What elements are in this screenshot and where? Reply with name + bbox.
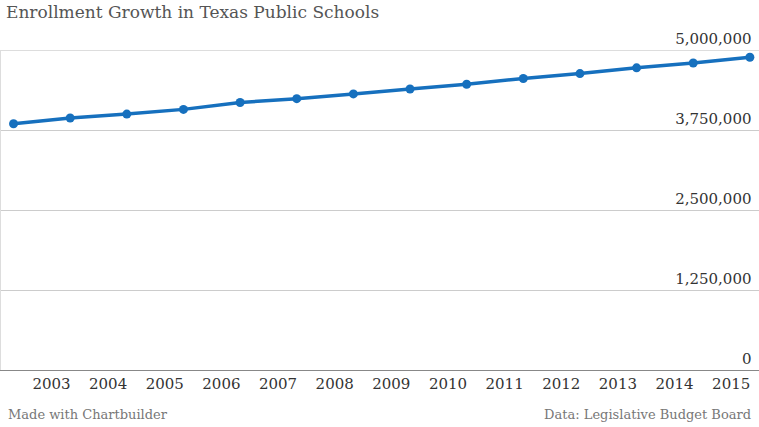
svg-text:1,250,000: 1,250,000 — [675, 270, 751, 288]
svg-text:5,000,000: 5,000,000 — [675, 30, 751, 48]
html-text:Enrollment Growth in Texas Pub: Enrollment Growth in Texas Public School… — [6, 2, 380, 22]
svg-text:2013: 2013 — [599, 375, 637, 393]
svg-text:2014: 2014 — [655, 375, 693, 393]
svg-text:2005: 2005 — [146, 375, 184, 393]
svg-text:2010: 2010 — [429, 375, 467, 393]
svg-text:2009: 2009 — [372, 375, 410, 393]
svg-text:3,750,000: 3,750,000 — [675, 110, 751, 128]
svg-text:2006: 2006 — [202, 375, 240, 393]
svg-text:2008: 2008 — [316, 375, 354, 393]
svg-text:2,500,000: 2,500,000 — [675, 190, 751, 208]
html-text:Data: Legislative Budget Board: Data: Legislative Budget Board — [544, 407, 751, 422]
svg-text:2007: 2007 — [259, 375, 297, 393]
svg-text:0: 0 — [742, 350, 752, 368]
svg-text:2015: 2015 — [712, 375, 750, 393]
svg-text:2012: 2012 — [542, 375, 580, 393]
svg-text:2004: 2004 — [89, 375, 127, 393]
html-text:Made with Chartbuilder: Made with Chartbuilder — [8, 407, 167, 422]
svg-text:2011: 2011 — [486, 375, 524, 393]
svg-text:2003: 2003 — [32, 375, 70, 393]
